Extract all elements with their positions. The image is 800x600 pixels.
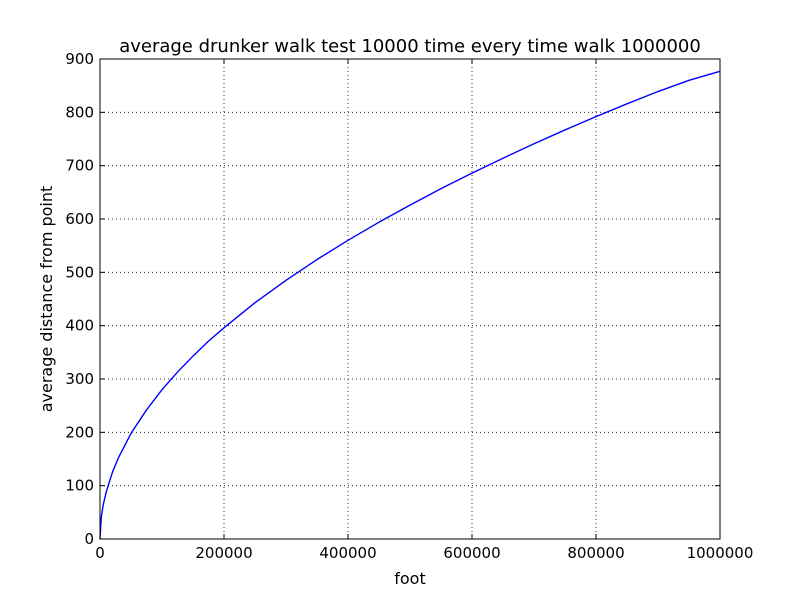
series-line — [99, 70, 721, 540]
y-tick-label: 100 — [65, 477, 94, 495]
plot-frame — [99, 58, 721, 540]
y-tick-label: 700 — [65, 157, 94, 175]
series-layer — [99, 70, 721, 540]
x-axis-label: foot — [394, 569, 425, 588]
y-tick-label: 600 — [65, 210, 94, 228]
x-tick-label: 200000 — [195, 544, 252, 562]
y-tick-label: 200 — [65, 423, 94, 441]
x-tick-label: 0 — [95, 544, 105, 562]
axis-ticks: 0 200000 400000 600000 800000 1000000 0 100 200 3… — [65, 50, 753, 562]
x-tick-label: 400000 — [319, 544, 376, 562]
x-tick-label: 600000 — [443, 544, 500, 562]
y-tick-label: 400 — [65, 317, 94, 335]
y-tick-label: 500 — [65, 263, 94, 281]
x-tick-label: 1000000 — [687, 544, 754, 562]
chart-title: average drunker walk test 10000 time eve… — [119, 36, 701, 57]
y-tick-label: 300 — [65, 370, 94, 388]
y-tick-label: 0 — [84, 530, 94, 548]
grid-lines — [100, 59, 720, 539]
x-tick-label: 800000 — [567, 544, 624, 562]
y-tick-label: 900 — [65, 50, 94, 68]
y-axis-label: average distance from point — [37, 186, 56, 413]
y-tick-label: 800 — [65, 103, 94, 121]
